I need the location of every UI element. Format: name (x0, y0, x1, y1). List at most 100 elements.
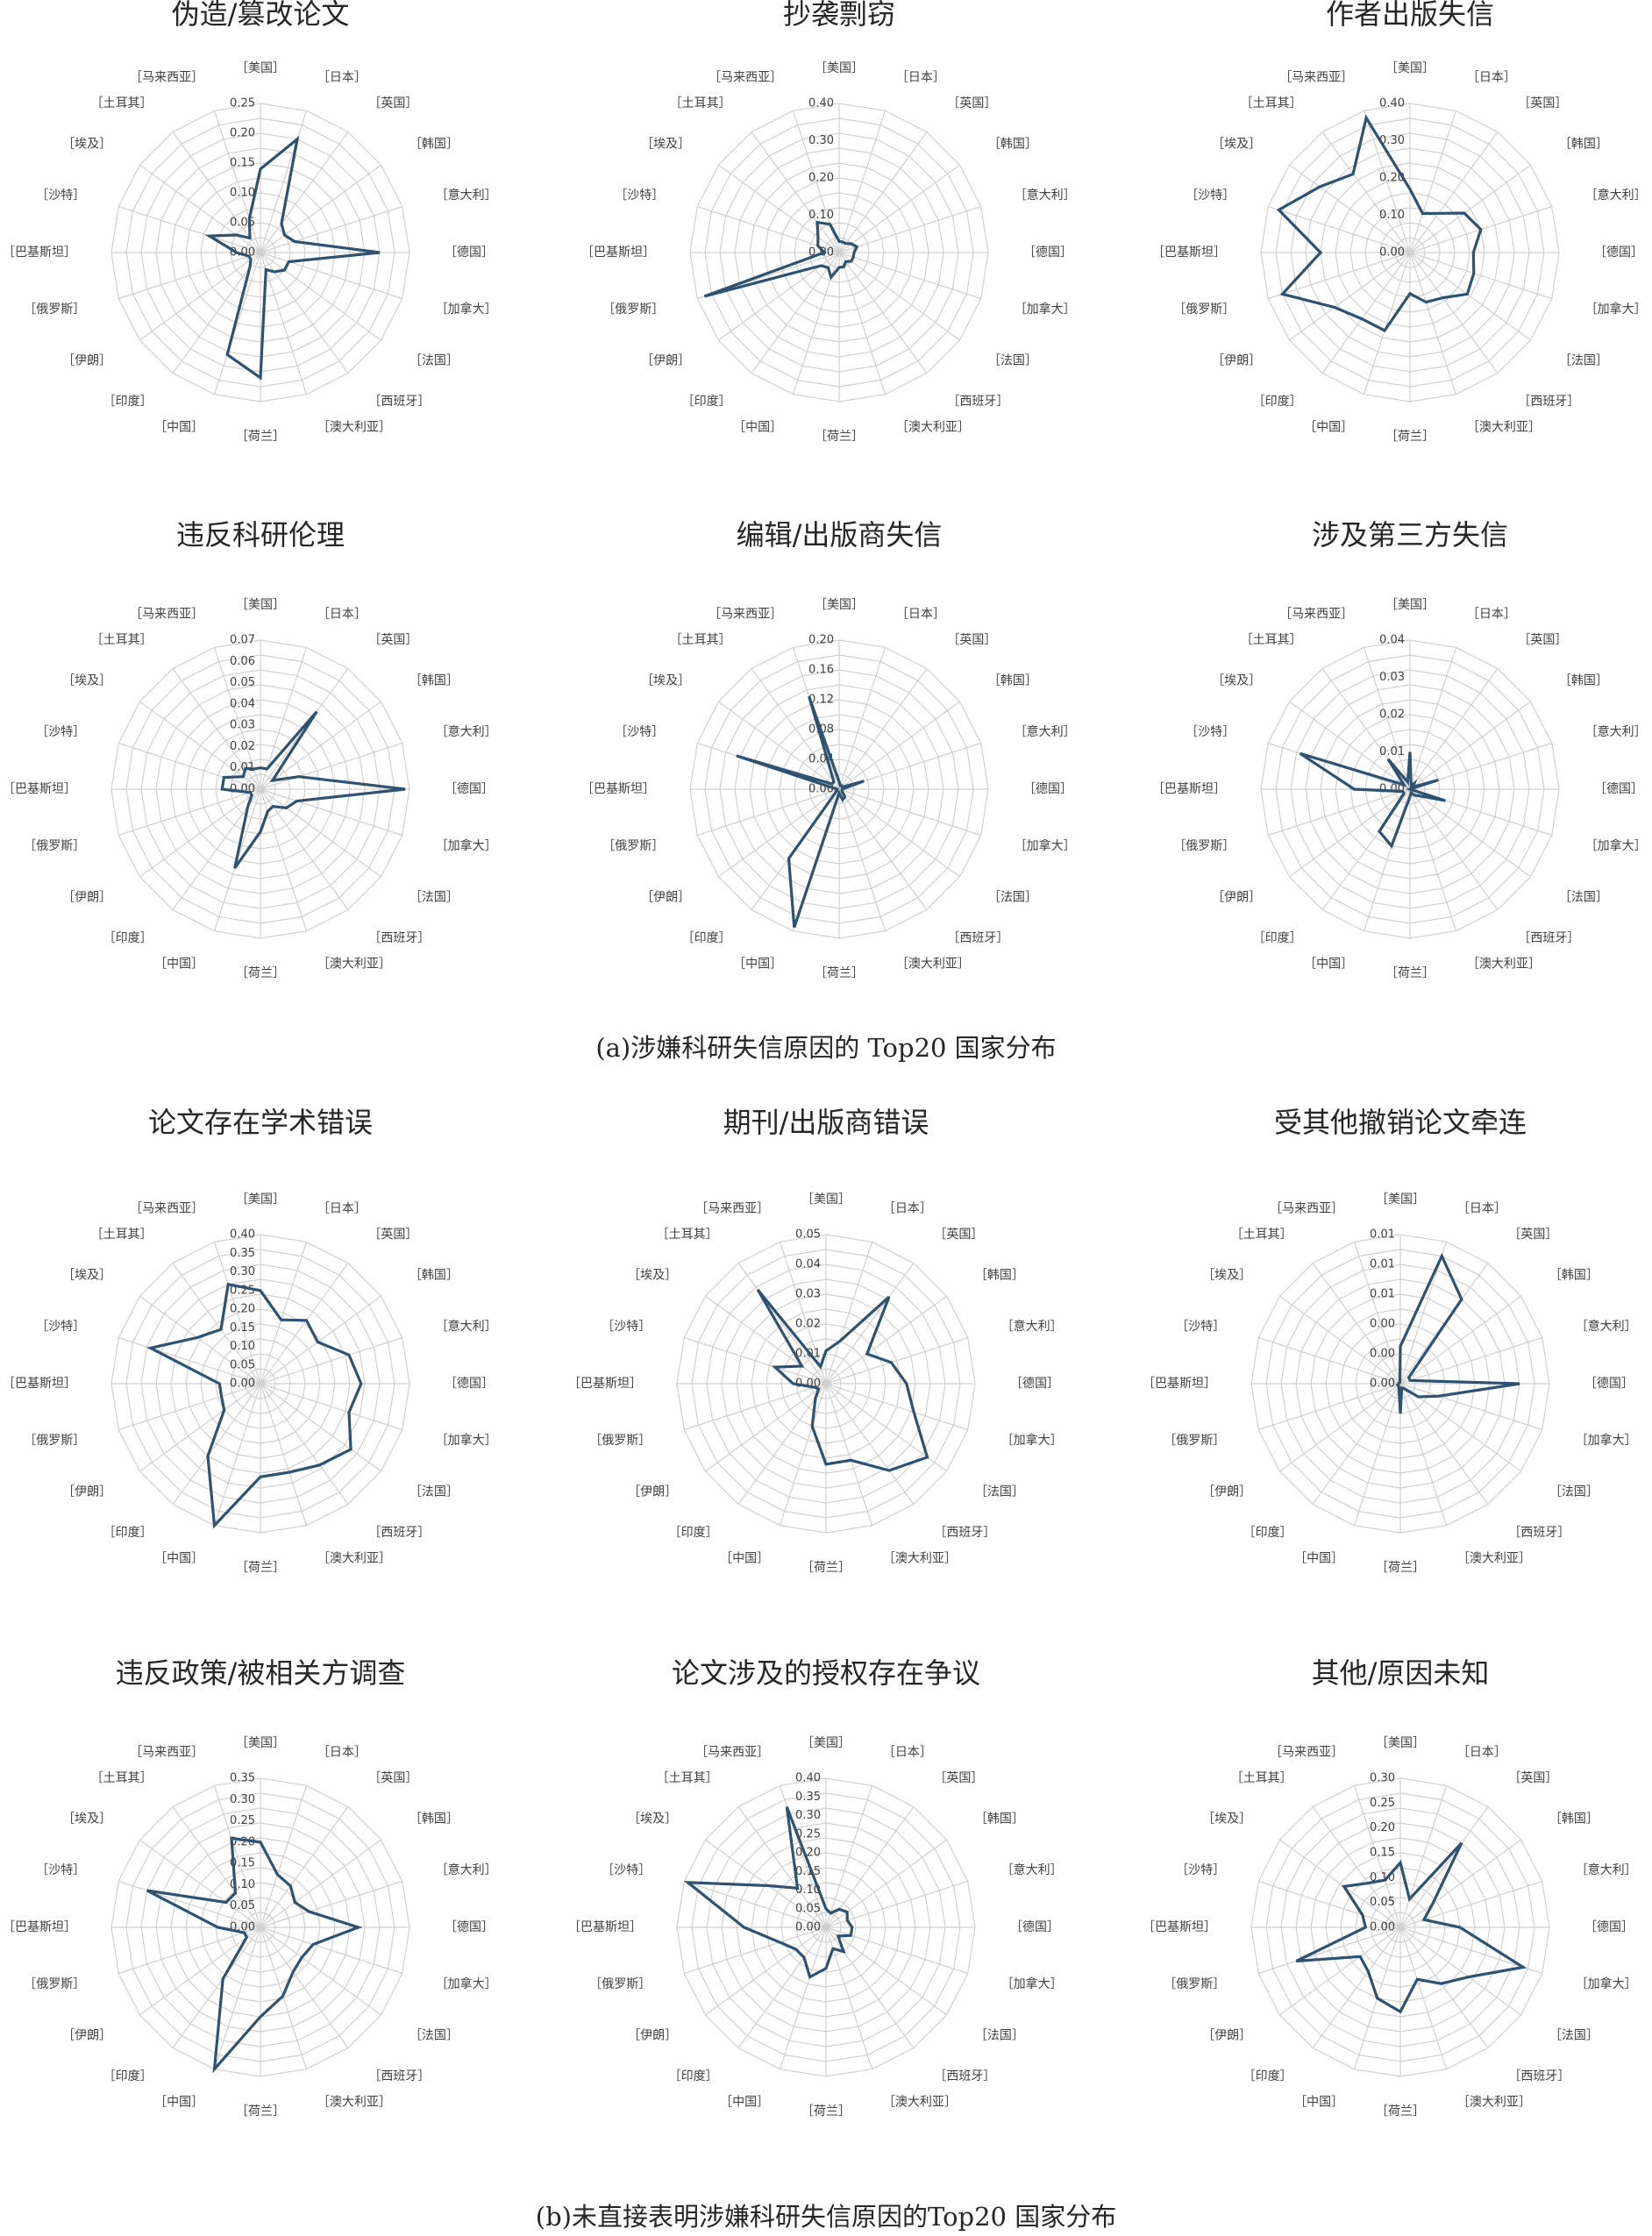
category-label: ［伊朗］ (628, 1485, 677, 1499)
tick-label: 0.25 (230, 97, 255, 110)
spoke (838, 788, 981, 837)
spoke (260, 1242, 308, 1385)
spoke (697, 788, 840, 837)
tick-label: 0.25 (230, 1814, 255, 1827)
category-label: ［俄罗斯］ (602, 303, 664, 317)
category-label: ［印度］ (682, 395, 731, 409)
tick-label: 0.06 (230, 655, 255, 668)
spoke (838, 252, 981, 300)
category-label: ［加拿大］ (436, 1976, 497, 1991)
category-label: ［韩国］ (409, 674, 459, 688)
spoke (838, 164, 960, 253)
category-label: ［澳大利亚］ (1467, 421, 1541, 435)
category-label: ［日本］ (317, 70, 367, 84)
spoke (737, 1263, 827, 1385)
spoke (1363, 647, 1411, 790)
spoke (838, 252, 960, 341)
category-label: ［意大利］ (1576, 1319, 1637, 1334)
category-label: ［英国］ (368, 1770, 417, 1785)
series-line (1295, 1841, 1527, 2014)
spoke (779, 1383, 827, 1526)
category-label: ［西班牙］ (368, 2069, 430, 2083)
spoke (260, 1383, 402, 1431)
category-label: ［俄罗斯］ (1164, 1977, 1225, 1991)
category-label: ［俄罗斯］ (602, 839, 664, 853)
category-label: ［沙特］ (1186, 189, 1235, 203)
spoke (737, 1926, 827, 2048)
category-label: ［印度］ (1253, 395, 1302, 409)
category-label: ［澳大利亚］ (1457, 1552, 1531, 1566)
spoke (1258, 1336, 1401, 1385)
category-label: ［伊朗］ (62, 890, 111, 904)
category-label: ［加拿大］ (1015, 302, 1076, 317)
tick-label: 0.30 (808, 134, 834, 147)
category-label: ［美国］ (801, 1193, 851, 1207)
tick-label: 0.00 (1379, 246, 1405, 260)
category-label: ［澳大利亚］ (1467, 958, 1541, 972)
category-label: ［中国］ (1304, 421, 1353, 435)
category-label: ［日本］ (1457, 1201, 1506, 1215)
category-label: ［意大利］ (1015, 188, 1076, 203)
category-label: ［荷兰］ (815, 966, 864, 980)
tick-label: 0.40 (1379, 97, 1405, 110)
category-label: ［巴基斯坦］ (3, 1919, 76, 1934)
category-label: ［日本］ (896, 607, 945, 621)
tick-label: 0.10 (795, 1884, 821, 1897)
category-label: ［俄罗斯］ (1173, 303, 1235, 317)
tick-label: 0.00 (795, 1921, 821, 1934)
category-label: ［印度］ (669, 2069, 718, 2083)
category-label: ［伊朗］ (641, 890, 690, 904)
spoke (260, 252, 402, 300)
spoke (213, 647, 261, 790)
series-line (736, 695, 865, 929)
category-label: ［日本］ (883, 1745, 932, 1759)
tick-label: 0.05 (230, 676, 255, 689)
category-label: ［澳大利亚］ (883, 1552, 957, 1566)
spoke (1399, 1839, 1521, 1928)
category-label: ［中国］ (154, 958, 203, 972)
spoke (118, 252, 261, 300)
category-label: ［美国］ (1376, 1736, 1425, 1750)
spoke (838, 252, 887, 395)
category-label: ［伊朗］ (1202, 1485, 1251, 1499)
category-label: ［巴基斯坦］ (3, 781, 76, 796)
spoke (260, 1806, 349, 1928)
spoke (838, 647, 887, 790)
tick-label: 0.30 (1379, 134, 1405, 147)
spoke (684, 1336, 827, 1385)
category-label: ［英国］ (947, 96, 996, 110)
category-label: ［沙特］ (36, 1863, 85, 1877)
category-label: ［意大利］ (436, 1319, 497, 1334)
category-label: ［俄罗斯］ (589, 1977, 651, 1991)
spoke (825, 1242, 873, 1385)
chart-title: 其他/原因未知 (1312, 1656, 1490, 1690)
category-label: ［巴基斯坦］ (1143, 1376, 1216, 1391)
series-line (1299, 751, 1446, 849)
spoke (825, 1336, 968, 1385)
category-label: ［西班牙］ (368, 931, 430, 945)
spoke (1353, 1383, 1401, 1526)
spoke (139, 164, 261, 253)
tick-label: 0.30 (1370, 1772, 1395, 1785)
category-label: ［马来西亚］ (1270, 1201, 1343, 1215)
spoke (260, 1785, 308, 1928)
spoke (1258, 1926, 1401, 1975)
category-label: ［马来西亚］ (130, 607, 203, 621)
category-label: ［巴基斯坦］ (1152, 781, 1226, 796)
category-label: ［法国］ (988, 353, 1037, 367)
category-label: ［土耳其］ (670, 96, 731, 110)
spoke (838, 788, 928, 910)
tick-label: 0.35 (230, 1772, 255, 1785)
spoke (1399, 1806, 1489, 1928)
chart-title: 受其他撤销论文牵连 (1274, 1106, 1527, 1139)
category-label: ［埃及］ (1202, 1812, 1251, 1827)
tick-label: 0.40 (795, 1772, 821, 1785)
series-line (703, 220, 859, 298)
category-label: ［荷兰］ (801, 2104, 851, 2119)
spoke (825, 1926, 915, 2048)
tick-label: 0.35 (230, 1247, 255, 1260)
category-label: ［英国］ (1518, 632, 1567, 647)
category-label: ［德国］ (445, 1920, 494, 1934)
category-label: ［俄罗斯］ (24, 303, 85, 317)
category-label: ［伊朗］ (628, 2028, 677, 2042)
